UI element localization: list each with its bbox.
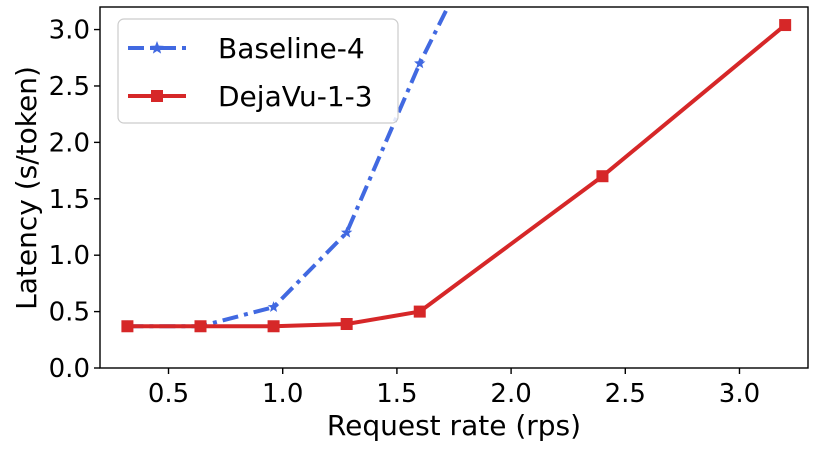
legend-square-marker [151,90,163,102]
y-tick-label-6: 3.0 [49,16,90,46]
y-tick-label-0: 0.0 [49,354,90,384]
series-0-point-4 [414,57,426,69]
ticks-layer: 0.5 1.0 1.5 2.0 2.5 3.0 0.0 0.5 1.0 1.5 2.0 2.5 3.0 [49,16,761,409]
y-tick-label-3: 1.5 [49,185,90,215]
series-0-point-3 [340,226,353,238]
series-1-point-3 [340,318,353,331]
x-tick-label-1: 1.0 [262,379,303,409]
y-tick-label-4: 2.0 [49,128,90,158]
x-axis-title: Request rate (rps) [327,409,581,442]
series-1-point-6 [779,19,792,32]
y-tick-label-2: 1.0 [49,241,90,271]
y-axis-title: Latency (s/token) [10,66,43,310]
series-line-0 [127,7,451,329]
x-tick-label-2: 1.5 [376,379,417,409]
x-tick-label-0: 0.5 [148,379,189,409]
legend-star-marker [150,41,164,54]
series-1-point-0 [121,320,134,333]
y-tick-label-1: 0.5 [49,298,90,328]
series-layer [121,7,792,333]
x-tick-label-3: 2.0 [490,379,531,409]
x-tick-label-5: 3.0 [719,379,760,409]
x-tick-label-4: 2.5 [605,379,646,409]
legend: Baseline-4 DejaVu-1-3 [117,18,399,124]
series-1-point-1 [194,320,207,333]
series-0-point-2 [267,301,280,312]
y-tick-label-5: 2.5 [49,72,90,102]
series-1-point-4 [413,305,426,318]
series-1-point-2 [267,320,280,333]
plot-frame [99,6,809,369]
legend-label-baseline: Baseline-4 [218,32,365,65]
legend-label-dejavu: DejaVu-1-3 [218,80,373,113]
series-1-point-5 [596,170,609,183]
legend-box [117,18,399,124]
